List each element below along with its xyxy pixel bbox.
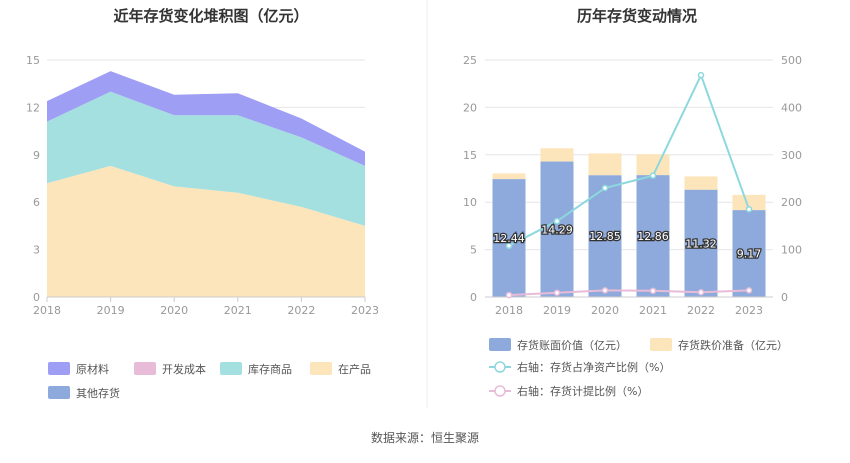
line-point-0 (505, 242, 513, 250)
data-source-text: 数据来源：恒生聚源 (371, 430, 479, 445)
area-x-tick-label: 2022 (287, 304, 315, 317)
line-point-1 (697, 289, 705, 296)
line-point-0 (649, 172, 657, 179)
bar-y2-tick-label: 100 (781, 244, 802, 257)
bar-data-label: 9.17 (737, 248, 762, 261)
bar-segment-1 (540, 148, 574, 162)
bar-y-tick-label: 20 (463, 101, 477, 114)
bar-legend-label: 存货账面价值（亿元） (517, 338, 627, 352)
area-legend-swatch (310, 362, 332, 375)
line-point-1 (745, 287, 753, 294)
bar-chart-title: 历年存货变动情况 (577, 7, 697, 25)
bar-y-tick-label: 5 (470, 244, 477, 257)
area-y-tick-label: 12 (26, 101, 40, 114)
bar-y2-tick-label: 500 (781, 54, 802, 67)
area-y-tick-label: 9 (33, 149, 40, 162)
bar-y2-tick-label: 300 (781, 149, 802, 162)
line-legend-marker (494, 361, 506, 373)
bar-segment-1 (732, 194, 766, 211)
bar-data-label: 12.86 (637, 230, 669, 243)
line-legend-label: 右轴：存货计提比例（%） (517, 384, 648, 398)
area-y-tick-label: 0 (33, 291, 40, 304)
line-point-0 (553, 217, 561, 225)
area-series-4 (47, 71, 365, 166)
bar-y2-tick-label: 0 (781, 291, 788, 304)
bar-segment-1 (492, 173, 526, 180)
bar-y2-tick-label: 400 (781, 101, 802, 114)
bar-segment-1 (636, 154, 670, 176)
bar-segment-0 (540, 161, 574, 297)
line-point-0 (601, 184, 609, 192)
bar-y-tick-label: 25 (463, 54, 477, 67)
bar-x-tick-label: 2018 (495, 304, 523, 317)
bar-x-tick-label: 2020 (591, 304, 619, 317)
bar-data-label: 14.29 (541, 223, 573, 236)
area-series-1 (47, 165, 365, 297)
bar-x-tick-label: 2023 (735, 304, 763, 317)
area-legend-label: 在产品 (338, 362, 371, 376)
area-y-tick-label: 6 (33, 196, 40, 209)
stacked-area-chart: 近年存货变化堆积图（亿元） 0 3 6 9 12 15 2018 2019 2020 2021 202… (26, 7, 379, 400)
bar-y-tick-label: 0 (470, 291, 477, 304)
bar-legend-label: 存货跌价准备（亿元） (678, 338, 788, 352)
area-legend-label: 其他存货 (76, 386, 120, 400)
stacked-bar-line-chart: 历年存货变动情况 0 5 10 15 20 25 0 100 200 300 400 500 2018 20… (463, 7, 802, 398)
line-point-0 (745, 206, 753, 213)
bar-segment-0 (492, 179, 526, 297)
bar-y2-tick-label: 200 (781, 196, 802, 209)
bar-segment-0 (684, 189, 718, 297)
area-x-tick-label: 2023 (351, 304, 379, 317)
bar-segment-1 (588, 153, 622, 176)
area-x-tick-label: 2021 (224, 304, 252, 317)
area-x-tick-label: 2019 (97, 304, 125, 317)
bar-legend-swatch (650, 338, 672, 351)
line-series-0 (508, 72, 750, 247)
line-point-1 (553, 289, 561, 296)
bar-data-label: 12.85 (589, 230, 621, 243)
bar-y-tick-label: 15 (463, 149, 477, 162)
line-series-1 (508, 289, 750, 297)
bar-data-label: 12.44 (493, 232, 525, 245)
bar-data-label: 11.32 (685, 237, 717, 250)
area-x-tick-label: 2018 (33, 304, 61, 317)
bar-x-tick-label: 2021 (639, 304, 667, 317)
line-point-1 (601, 287, 609, 294)
bar-x-tick-label: 2022 (687, 304, 715, 317)
area-chart-title: 近年存货变化堆积图（亿元） (113, 7, 308, 25)
area-legend-swatch (220, 362, 242, 375)
line-legend-marker (494, 385, 506, 397)
area-legend-swatch (48, 386, 70, 399)
area-y-tick-label: 15 (26, 54, 40, 67)
bar-segment-0 (732, 210, 766, 297)
bar-segment-1 (684, 176, 718, 190)
area-x-tick-label: 2020 (160, 304, 188, 317)
area-legend-label: 库存商品 (248, 362, 292, 376)
line-point-1 (505, 291, 513, 299)
bar-y-tick-label: 10 (463, 196, 477, 209)
bar-legend-swatch (489, 338, 511, 351)
area-legend-swatch (134, 362, 156, 375)
area-legend-label: 开发成本 (162, 362, 206, 376)
line-point-0 (697, 71, 705, 79)
area-legend-swatch (48, 362, 70, 375)
area-y-tick-label: 3 (33, 244, 40, 257)
line-point-1 (649, 287, 657, 295)
area-series-2 (47, 91, 365, 226)
bar-segment-0 (636, 175, 670, 297)
area-legend-label: 原材料 (76, 362, 109, 376)
bar-x-tick-label: 2019 (543, 304, 571, 317)
line-legend-label: 右轴：存货占净资产比例（%） (517, 360, 670, 374)
